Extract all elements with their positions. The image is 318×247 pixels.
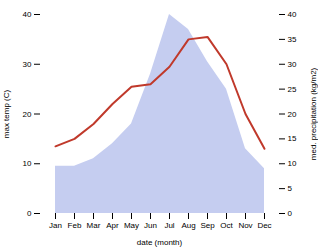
svg-text:10: 10 <box>288 159 297 168</box>
svg-text:25: 25 <box>288 85 297 94</box>
svg-text:Jan: Jan <box>49 221 62 230</box>
svg-text:Mar: Mar <box>87 221 101 230</box>
svg-text:Jun: Jun <box>144 221 157 230</box>
svg-text:15: 15 <box>288 134 297 143</box>
svg-text:20: 20 <box>288 110 297 119</box>
svg-text:0: 0 <box>27 209 32 218</box>
svg-text:Jul: Jul <box>164 221 174 230</box>
svg-text:20: 20 <box>23 110 32 119</box>
svg-text:Feb: Feb <box>68 221 82 230</box>
svg-text:max temp (C): max temp (C) <box>2 89 11 138</box>
svg-text:5: 5 <box>288 184 293 193</box>
svg-text:0: 0 <box>288 209 293 218</box>
svg-text:med. precipitation (kg/m2): med. precipitation (kg/m2) <box>309 67 318 160</box>
svg-text:May: May <box>124 221 139 230</box>
svg-text:Aug: Aug <box>181 221 195 230</box>
svg-text:30: 30 <box>23 60 32 69</box>
svg-text:35: 35 <box>288 35 297 44</box>
svg-text:date (month): date (month) <box>137 238 183 247</box>
svg-text:Oct: Oct <box>220 221 233 230</box>
svg-text:Nov: Nov <box>238 221 252 230</box>
svg-text:Apr: Apr <box>106 221 119 230</box>
svg-text:40: 40 <box>23 10 32 19</box>
svg-text:30: 30 <box>288 60 297 69</box>
svg-text:Dec: Dec <box>257 221 271 230</box>
svg-text:10: 10 <box>23 159 32 168</box>
svg-text:Sep: Sep <box>200 221 215 230</box>
svg-text:40: 40 <box>288 10 297 19</box>
